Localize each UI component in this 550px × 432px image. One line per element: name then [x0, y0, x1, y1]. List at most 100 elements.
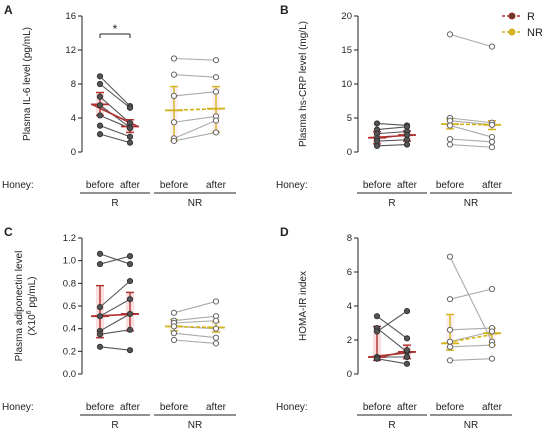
- legend-marker: [508, 12, 516, 20]
- paired-line: [99, 83, 131, 109]
- group-label: NR: [464, 198, 478, 209]
- y-tick-label: 6: [347, 267, 352, 278]
- y-tick-label: 0: [71, 147, 76, 158]
- data-point: [373, 313, 381, 320]
- data-point: [488, 43, 496, 50]
- paired-line: [173, 300, 217, 314]
- data-point: [96, 93, 104, 100]
- y-axis-title: Plasma adiponectin level: [14, 251, 25, 362]
- data-point: [170, 323, 178, 330]
- paired-line: [449, 33, 493, 48]
- data-point: [212, 74, 220, 81]
- y-tick-label: 20: [341, 11, 352, 22]
- data-point: [170, 119, 178, 126]
- y-tick-label: 1.0: [63, 256, 76, 267]
- y-tick-label: 0.4: [63, 324, 76, 335]
- y-axis-title-units: (X106 pg/mL): [26, 277, 38, 336]
- data-point: [96, 304, 104, 311]
- data-point: [126, 139, 134, 146]
- paired-line: [449, 288, 493, 300]
- data-point: [96, 250, 104, 257]
- y-tick-label: 16: [65, 11, 76, 22]
- paired-line: [99, 313, 131, 332]
- data-point: [96, 80, 104, 88]
- significance-star: *: [113, 22, 118, 36]
- paired-line: [376, 327, 408, 353]
- paired-line: [173, 339, 217, 344]
- data-point: [488, 121, 496, 128]
- paired-line: [99, 133, 131, 144]
- data-point: [212, 334, 220, 341]
- data-point: [373, 328, 381, 335]
- data-point: [446, 141, 454, 148]
- data-point: [96, 343, 104, 350]
- data-point: [488, 342, 496, 349]
- x-tick-label: before: [436, 180, 465, 191]
- x-tick-label: before: [160, 402, 189, 413]
- legend-marker: [508, 28, 516, 36]
- honey-label: Honey:: [2, 402, 34, 413]
- panel-letter: A: [4, 3, 13, 17]
- y-tick-label: 15: [341, 45, 352, 56]
- paired-line: [376, 131, 408, 135]
- paired-line: [376, 358, 408, 365]
- x-tick-label: after: [206, 180, 227, 191]
- data-point: [212, 340, 220, 347]
- data-point: [126, 310, 134, 318]
- y-tick-label: 0.2: [63, 346, 76, 357]
- data-point: [403, 347, 411, 354]
- data-point: [96, 331, 104, 338]
- x-tick-label: before: [86, 180, 115, 191]
- panel-letter: D: [280, 225, 289, 239]
- x-tick-label: after: [482, 180, 503, 191]
- paired-line: [173, 320, 217, 324]
- paired-line: [99, 280, 131, 308]
- data-point: [212, 57, 220, 64]
- y-axis-units-base: (X10: [27, 314, 38, 336]
- panel-c: C 0.0 0.2 0.4 0.6 0.8 1.0 1.2 Plasma adiponectin…: [2, 225, 236, 431]
- paired-line: [99, 96, 131, 124]
- paired-line: [173, 57, 217, 61]
- panel-letter: B: [280, 3, 289, 17]
- x-tick-label: after: [120, 402, 141, 413]
- data-point: [126, 326, 134, 333]
- y-tick-label: 0.8: [63, 278, 76, 289]
- data-point: [446, 357, 454, 364]
- paired-line: [449, 117, 493, 124]
- data-point: [96, 131, 104, 138]
- data-point: [488, 138, 496, 145]
- paired-line: [99, 253, 131, 265]
- data-point: [212, 325, 220, 332]
- panel-b: B 0 5 10 15 20 Plasma hs-CRP level (mg/L) befor…: [276, 3, 512, 209]
- legend-label: R: [527, 11, 535, 23]
- paired-line: [376, 310, 408, 332]
- series-nr: [165, 298, 225, 347]
- x-tick-label: before: [86, 402, 115, 413]
- x-tick-label: after: [397, 180, 418, 191]
- paired-line: [99, 329, 131, 335]
- y-tick-label: 5: [347, 113, 352, 124]
- series-r: [368, 308, 416, 367]
- y-tick-label: 10: [341, 79, 352, 90]
- paired-line: [173, 120, 217, 139]
- series-r: [91, 250, 139, 354]
- data-point: [446, 343, 454, 350]
- x-tick-label: after: [120, 180, 141, 191]
- data-point: [403, 141, 411, 148]
- x-tick-label: before: [363, 402, 392, 413]
- paired-line: [449, 327, 493, 331]
- honey-label: Honey:: [276, 402, 308, 413]
- legend-label: NR: [527, 27, 543, 39]
- honey-label: Honey:: [2, 180, 34, 191]
- group-label: R: [111, 420, 118, 431]
- data-point: [170, 137, 178, 145]
- y-tick-label: 12: [65, 45, 76, 56]
- paired-line: [99, 125, 131, 138]
- y-tick-label: 0.0: [63, 369, 76, 380]
- paired-line: [449, 344, 493, 348]
- y-tick-label: 2: [347, 335, 352, 346]
- series-nr: [441, 253, 501, 364]
- y-tick-label: 0.6: [63, 301, 76, 312]
- data-point: [446, 135, 454, 143]
